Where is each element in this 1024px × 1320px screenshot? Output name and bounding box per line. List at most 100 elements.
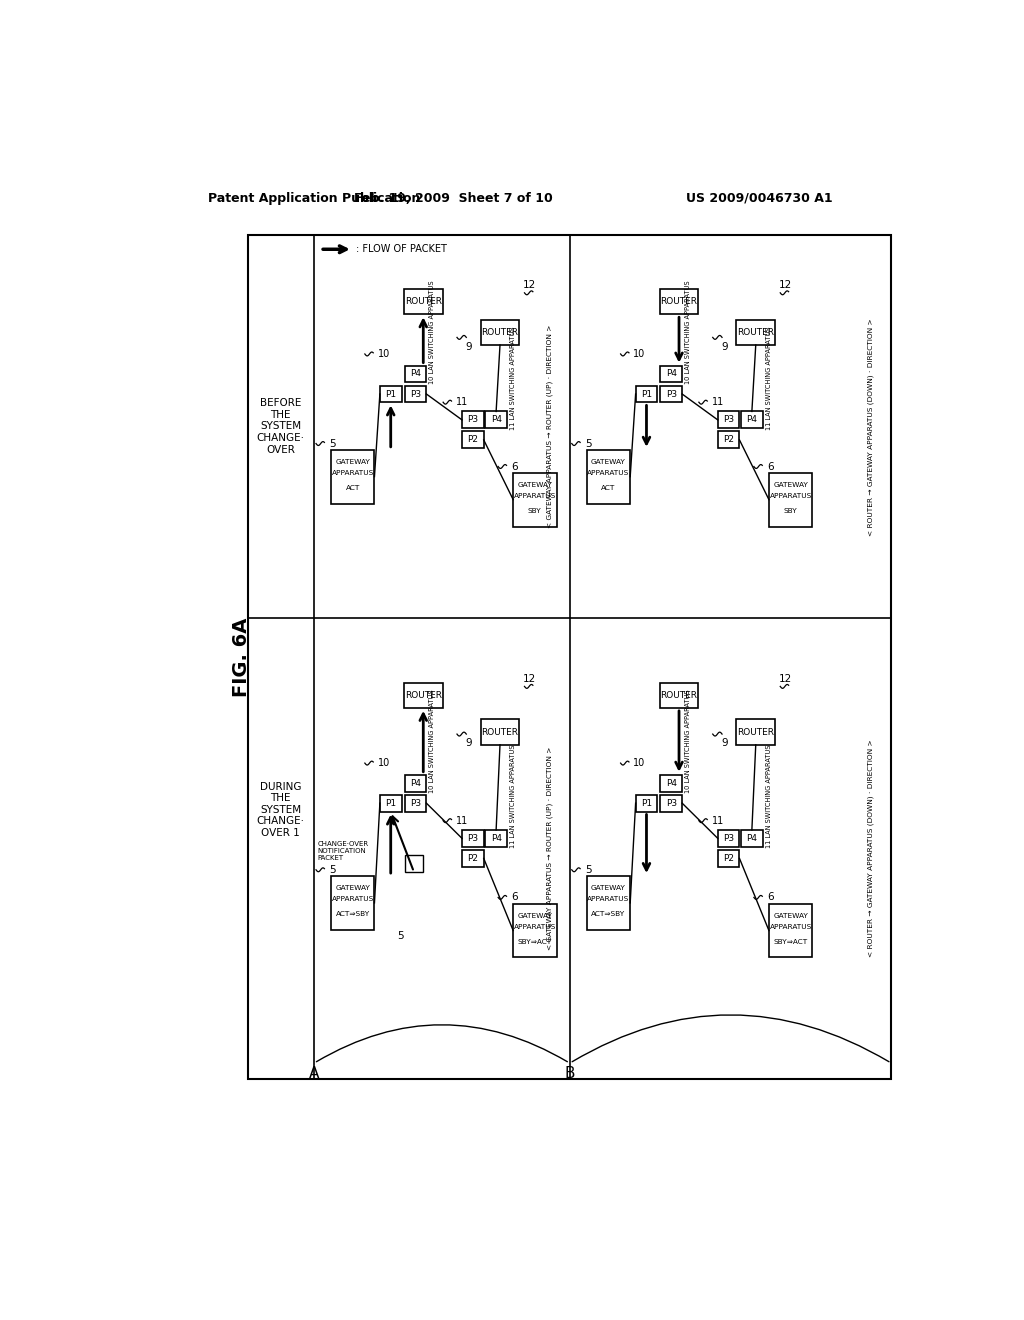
Text: GATEWAY: GATEWAY <box>335 459 371 465</box>
Text: P1: P1 <box>641 389 652 399</box>
Text: 5: 5 <box>586 438 592 449</box>
Text: SBY: SBY <box>783 508 798 515</box>
Bar <box>380 795 401 812</box>
Bar <box>660 385 682 403</box>
Bar <box>769 473 812 527</box>
Bar <box>741 830 763 847</box>
Text: 12: 12 <box>779 280 793 290</box>
Text: : FLOW OF PACKET: : FLOW OF PACKET <box>356 244 446 255</box>
Text: 10 LAN SWITCHING APPARATUS: 10 LAN SWITCHING APPARATUS <box>429 689 435 793</box>
Text: P4: P4 <box>746 834 758 843</box>
Text: SBY⇒ACT: SBY⇒ACT <box>518 939 552 945</box>
Text: APPARATUS: APPARATUS <box>769 924 812 929</box>
Text: P4: P4 <box>490 416 502 425</box>
Text: P2: P2 <box>467 436 478 445</box>
Text: ROUTER: ROUTER <box>404 297 441 306</box>
Text: 11: 11 <box>712 397 724 407</box>
Bar <box>736 319 775 345</box>
Text: P1: P1 <box>385 799 396 808</box>
Text: A: A <box>309 1065 319 1081</box>
Text: P3: P3 <box>410 799 421 808</box>
Text: ACT: ACT <box>601 486 615 491</box>
Text: 6: 6 <box>767 892 774 903</box>
Bar <box>659 289 698 314</box>
Bar <box>331 450 375 504</box>
Text: GATEWAY: GATEWAY <box>335 886 371 891</box>
Text: P2: P2 <box>467 854 478 863</box>
Text: APPARATUS: APPARATUS <box>769 492 812 499</box>
Text: < ROUTER → GATEWAY APPARATUS (DOWN) · DIRECTION >: < ROUTER → GATEWAY APPARATUS (DOWN) · DI… <box>868 739 874 957</box>
Text: 5: 5 <box>586 865 592 875</box>
Text: ROUTER: ROUTER <box>481 727 518 737</box>
Text: 10: 10 <box>633 348 645 359</box>
Text: 12: 12 <box>523 280 537 290</box>
Text: 11 LAN SWITCHING APPARATUS: 11 LAN SWITCHING APPARATUS <box>766 744 772 849</box>
Text: Patent Application Publication: Patent Application Publication <box>208 191 420 205</box>
Text: ACT: ACT <box>345 486 360 491</box>
Bar <box>404 795 426 812</box>
Text: ROUTER: ROUTER <box>737 327 774 337</box>
Text: APPARATUS: APPARATUS <box>332 470 374 475</box>
Text: P1: P1 <box>641 799 652 808</box>
Bar <box>659 682 698 708</box>
Bar <box>636 795 657 812</box>
Text: P3: P3 <box>666 799 677 808</box>
Text: 11: 11 <box>712 816 724 826</box>
Bar <box>587 876 630 929</box>
Text: 12: 12 <box>779 673 793 684</box>
Bar <box>462 830 483 847</box>
Bar <box>248 235 891 1078</box>
Bar <box>741 412 763 429</box>
Text: 10 LAN SWITCHING APPARATUS: 10 LAN SWITCHING APPARATUS <box>685 280 691 384</box>
Text: ROUTER: ROUTER <box>481 327 518 337</box>
Text: 11: 11 <box>456 397 468 407</box>
Text: 9: 9 <box>466 342 472 351</box>
Text: ACT⇒SBY: ACT⇒SBY <box>336 911 370 917</box>
Text: 11 LAN SWITCHING APPARATUS: 11 LAN SWITCHING APPARATUS <box>510 326 516 430</box>
Text: BEFORE
THE
SYSTEM
CHANGE·
OVER: BEFORE THE SYSTEM CHANGE· OVER <box>257 399 305 454</box>
Text: P3: P3 <box>410 389 421 399</box>
Text: P1: P1 <box>385 389 396 399</box>
Text: GATEWAY: GATEWAY <box>591 886 626 891</box>
Bar <box>718 432 739 449</box>
Bar <box>718 850 739 867</box>
Bar <box>660 795 682 812</box>
Bar <box>480 719 519 744</box>
Text: CHANGE·OVER
NOTIFICATION
PACKET: CHANGE·OVER NOTIFICATION PACKET <box>317 841 369 861</box>
Bar <box>636 385 657 403</box>
Text: P3: P3 <box>723 834 734 843</box>
Text: ROUTER: ROUTER <box>737 727 774 737</box>
Bar <box>462 432 483 449</box>
Text: 6: 6 <box>512 892 518 903</box>
Text: P2: P2 <box>723 854 734 863</box>
Text: < ROUTER → GATEWAY APPARATUS (DOWN) · DIRECTION >: < ROUTER → GATEWAY APPARATUS (DOWN) · DI… <box>868 318 874 536</box>
Text: 10 LAN SWITCHING APPARATUS: 10 LAN SWITCHING APPARATUS <box>685 689 691 793</box>
Text: B: B <box>564 1065 575 1081</box>
Text: 10: 10 <box>633 758 645 768</box>
Bar <box>485 830 507 847</box>
Text: US 2009/0046730 A1: US 2009/0046730 A1 <box>686 191 833 205</box>
Text: GATEWAY: GATEWAY <box>773 482 808 488</box>
Text: 9: 9 <box>721 738 728 748</box>
Text: P3: P3 <box>666 389 677 399</box>
Text: APPARATUS: APPARATUS <box>332 896 374 902</box>
Bar <box>485 412 507 429</box>
Text: 11 LAN SWITCHING APPARATUS: 11 LAN SWITCHING APPARATUS <box>510 744 516 849</box>
Text: 10 LAN SWITCHING APPARATUS: 10 LAN SWITCHING APPARATUS <box>429 280 435 384</box>
Bar <box>406 855 423 873</box>
Text: 11: 11 <box>456 816 468 826</box>
Text: SBY: SBY <box>528 508 542 515</box>
Bar <box>380 385 401 403</box>
Bar <box>462 412 483 429</box>
Bar <box>769 904 812 957</box>
Text: APPARATUS: APPARATUS <box>588 470 630 475</box>
Bar <box>480 319 519 345</box>
Text: 5: 5 <box>397 931 403 941</box>
Text: 5: 5 <box>330 438 336 449</box>
Bar <box>331 876 375 929</box>
Text: 11 LAN SWITCHING APPARATUS: 11 LAN SWITCHING APPARATUS <box>766 326 772 430</box>
Text: 9: 9 <box>721 342 728 351</box>
Bar <box>404 366 426 383</box>
Text: ROUTER: ROUTER <box>404 690 441 700</box>
Text: 5: 5 <box>330 865 336 875</box>
